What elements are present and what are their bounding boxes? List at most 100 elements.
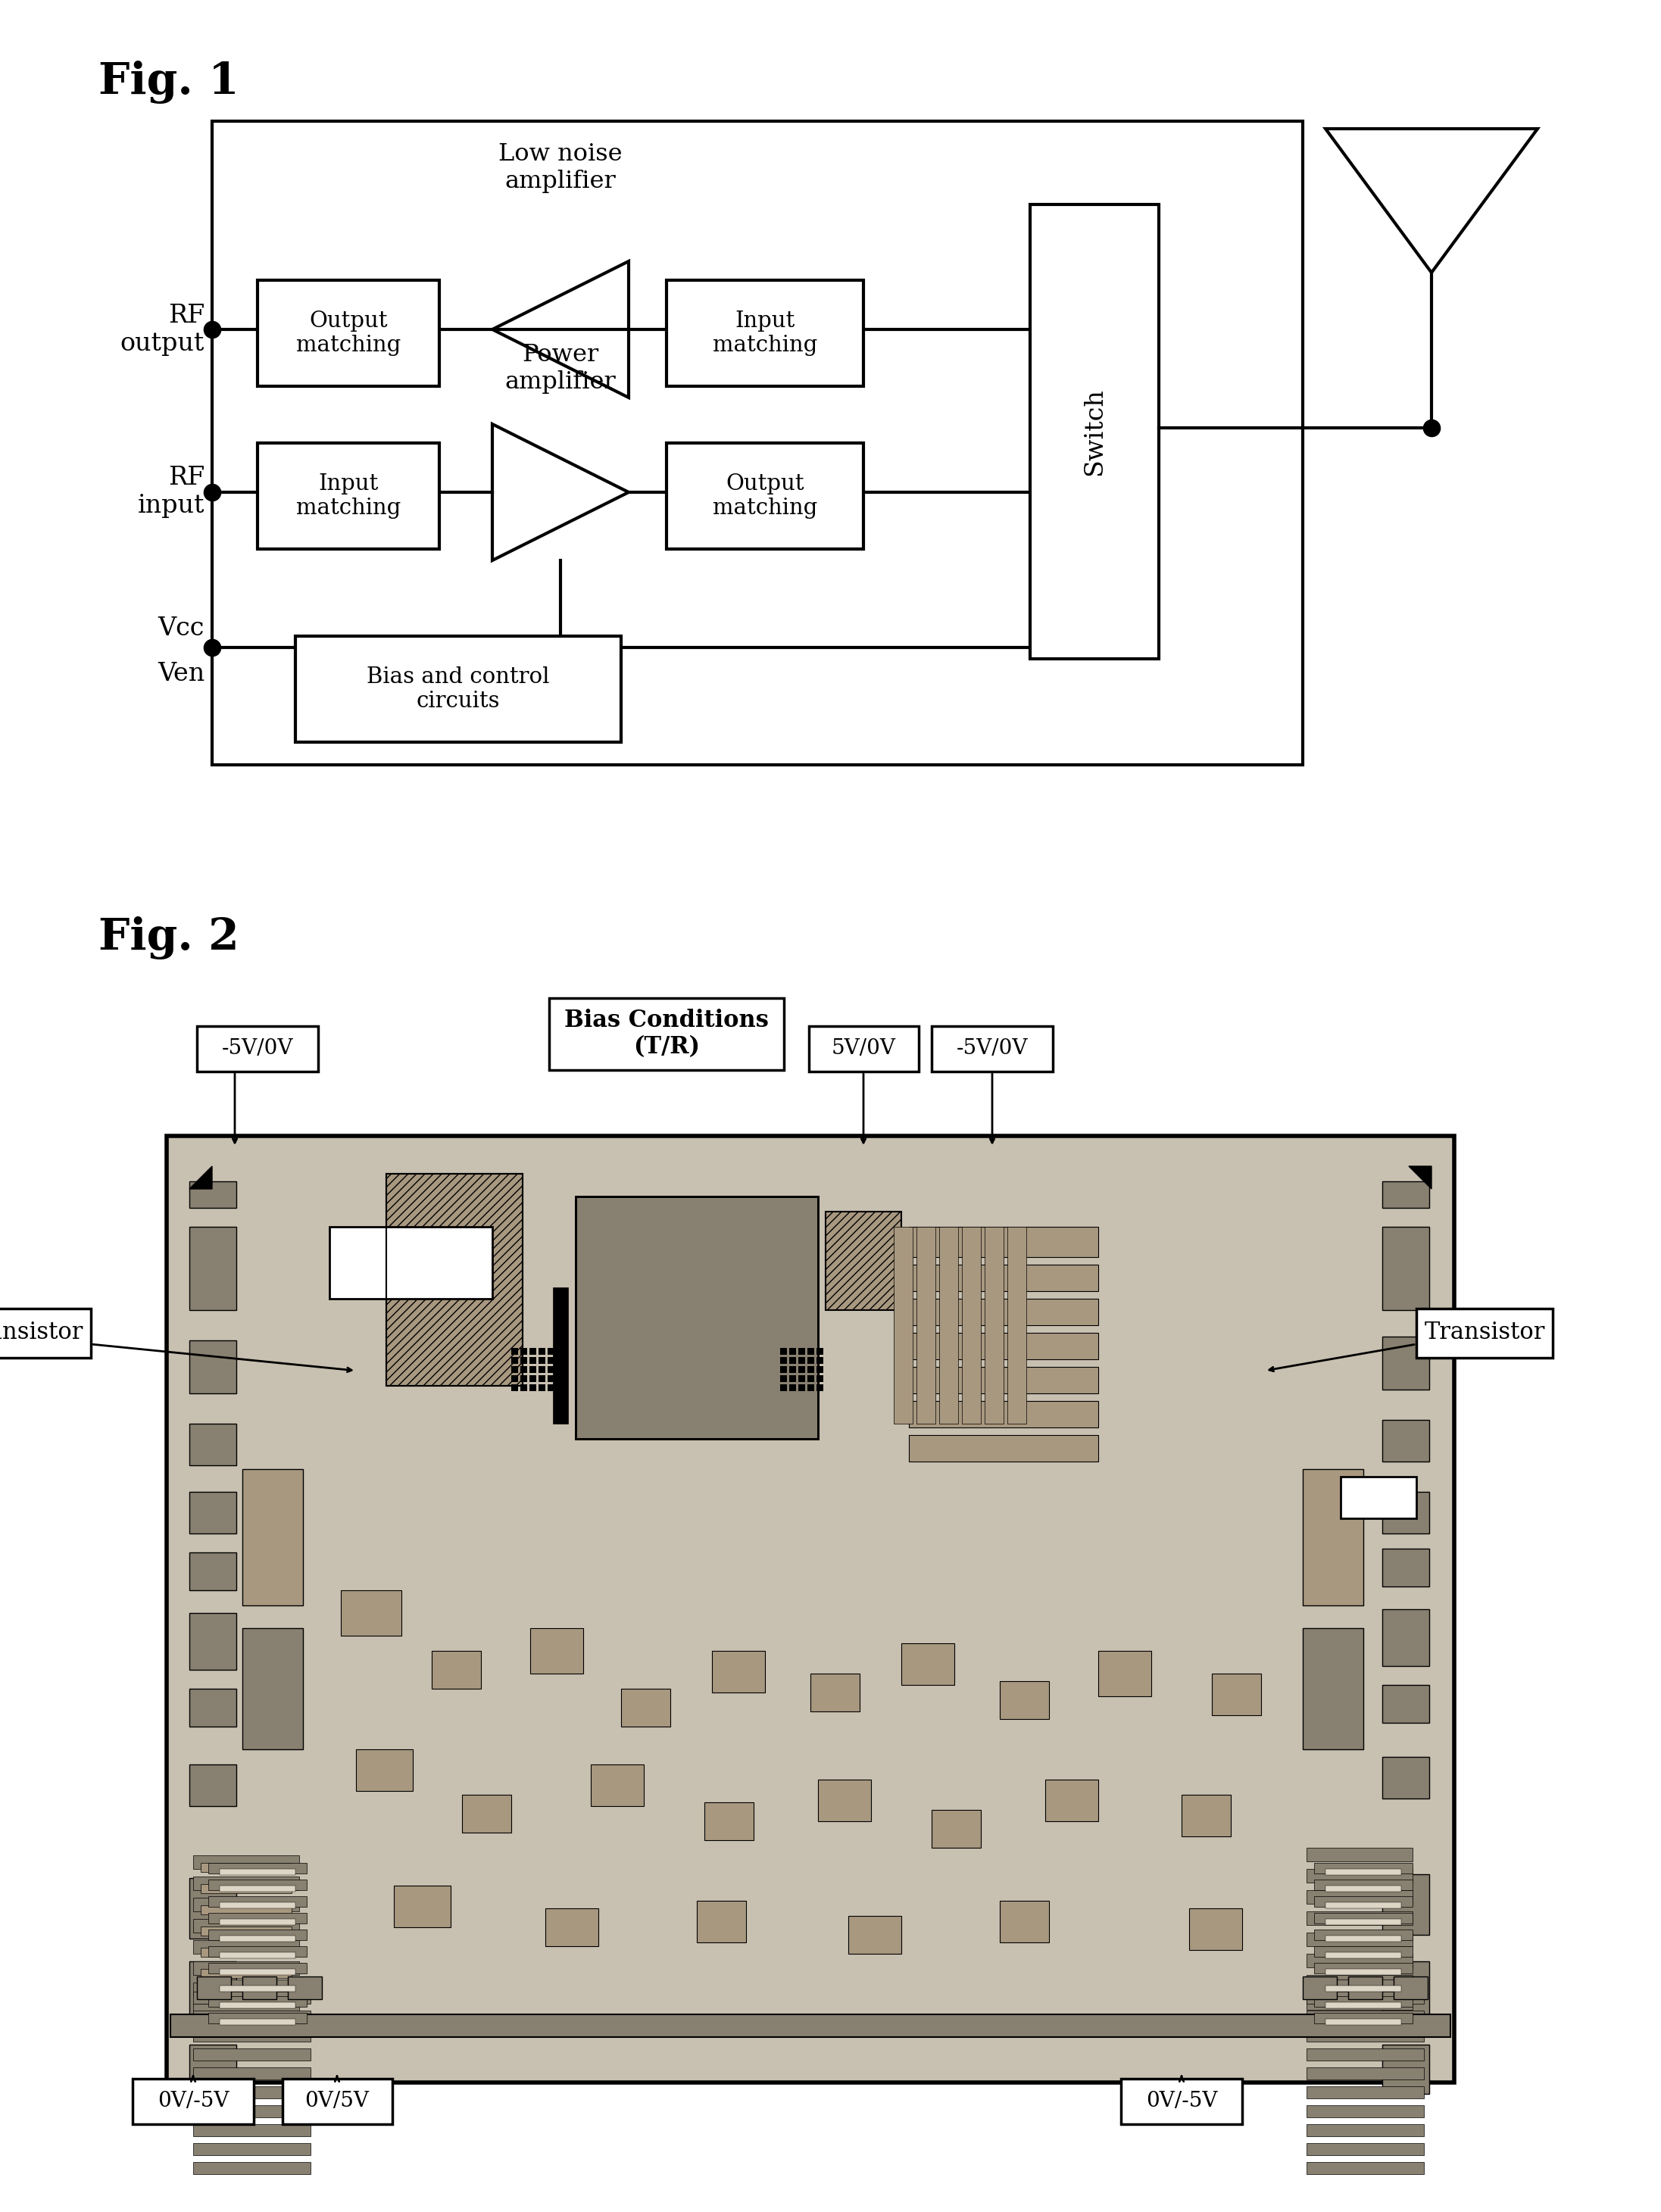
- Bar: [809, 1026, 919, 1071]
- Bar: [1007, 1228, 1026, 1425]
- Bar: [530, 1367, 537, 1374]
- Bar: [1382, 1756, 1428, 1798]
- Bar: [1314, 1880, 1412, 1891]
- Bar: [208, 1962, 307, 1973]
- Bar: [208, 1896, 307, 1907]
- Bar: [1382, 1336, 1428, 1389]
- Bar: [1382, 1491, 1428, 1533]
- Bar: [189, 1613, 236, 1670]
- Bar: [909, 1298, 1098, 1325]
- Text: -5V/0V: -5V/0V: [221, 1040, 294, 1060]
- Bar: [538, 1356, 545, 1365]
- Text: Output
matching: Output matching: [713, 473, 817, 520]
- Bar: [198, 1026, 319, 1071]
- Bar: [789, 1367, 796, 1374]
- Bar: [1382, 2044, 1428, 2095]
- Bar: [243, 1978, 276, 2000]
- Bar: [817, 1347, 824, 1354]
- Bar: [807, 1347, 814, 1354]
- Bar: [1325, 1920, 1402, 1924]
- Bar: [520, 1347, 527, 1354]
- Bar: [1394, 1978, 1428, 2000]
- Bar: [1340, 1478, 1417, 1517]
- Polygon shape: [189, 1166, 213, 1188]
- Bar: [1382, 1228, 1428, 1310]
- Bar: [1349, 1978, 1382, 2000]
- Bar: [1307, 2086, 1423, 2099]
- Bar: [193, 1898, 299, 1911]
- Text: Power
amplifier: Power amplifier: [505, 343, 616, 394]
- Bar: [1302, 1978, 1337, 2000]
- Bar: [530, 1356, 537, 1365]
- Bar: [548, 1385, 555, 1391]
- Bar: [781, 1356, 787, 1365]
- Bar: [530, 1376, 537, 1382]
- Bar: [1417, 1307, 1553, 1358]
- Bar: [189, 1340, 236, 1394]
- Text: Output
matching: Output matching: [296, 310, 400, 356]
- Text: Bias and control
circuits: Bias and control circuits: [367, 666, 550, 712]
- Bar: [512, 1385, 518, 1391]
- Bar: [189, 1962, 236, 2022]
- Bar: [512, 1347, 518, 1354]
- Polygon shape: [1409, 1166, 1432, 1188]
- Bar: [909, 1367, 1098, 1394]
- Bar: [133, 2079, 254, 2124]
- Bar: [201, 1863, 292, 1871]
- Bar: [201, 2011, 292, 2020]
- Bar: [1325, 1986, 1402, 1991]
- Bar: [1325, 2020, 1402, 2024]
- Bar: [219, 1902, 296, 1909]
- Bar: [193, 2161, 311, 2174]
- Bar: [1325, 1953, 1402, 1958]
- Bar: [219, 2020, 296, 2024]
- Bar: [189, 1688, 236, 1728]
- Bar: [698, 1900, 746, 1942]
- Bar: [0, 1307, 91, 1358]
- Bar: [909, 1228, 1098, 1256]
- Bar: [576, 1197, 817, 1438]
- Bar: [394, 1885, 450, 1927]
- Bar: [548, 1356, 555, 1365]
- Bar: [1045, 1781, 1098, 1820]
- Bar: [932, 1026, 1053, 1071]
- Bar: [1307, 1995, 1412, 2011]
- Text: 0V/-5V: 0V/-5V: [1146, 2090, 1218, 2112]
- Bar: [193, 2143, 311, 2154]
- Bar: [1181, 1794, 1231, 1836]
- Bar: [257, 442, 439, 549]
- Bar: [193, 1920, 299, 1933]
- Bar: [189, 1181, 236, 1208]
- Bar: [1382, 1548, 1428, 1586]
- Bar: [193, 1991, 311, 2004]
- Bar: [1302, 1628, 1364, 1750]
- Bar: [1382, 1962, 1428, 2022]
- Bar: [1307, 2048, 1423, 2062]
- Bar: [530, 1385, 537, 1391]
- Bar: [1307, 1869, 1412, 1882]
- Bar: [201, 1969, 292, 1978]
- Bar: [826, 1212, 902, 1310]
- Bar: [296, 637, 621, 743]
- Bar: [193, 2086, 311, 2099]
- Bar: [817, 1781, 870, 1820]
- Bar: [1314, 2013, 1412, 2024]
- Bar: [189, 2044, 236, 2095]
- Bar: [849, 1916, 902, 1953]
- Bar: [208, 1880, 307, 1891]
- Bar: [1325, 1869, 1402, 1876]
- Bar: [166, 1137, 1455, 2081]
- Bar: [219, 1953, 296, 1958]
- Bar: [1307, 2106, 1423, 2117]
- Bar: [789, 1385, 796, 1391]
- Bar: [512, 1356, 518, 1365]
- Bar: [917, 1228, 935, 1425]
- Bar: [171, 2015, 1450, 2037]
- Bar: [341, 1590, 402, 1635]
- Bar: [576, 1197, 817, 1438]
- Bar: [1314, 1929, 1412, 1940]
- Bar: [520, 1367, 527, 1374]
- Bar: [189, 1765, 236, 1807]
- Bar: [1307, 2068, 1423, 2079]
- Bar: [355, 1750, 414, 1792]
